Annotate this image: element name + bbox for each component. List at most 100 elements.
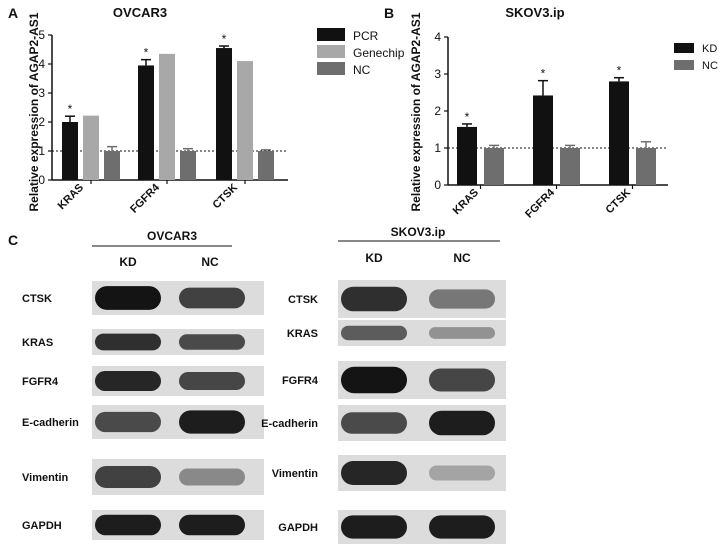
- blot-band: [95, 465, 161, 489]
- legend-swatch: [317, 62, 345, 75]
- significance-star: *: [144, 46, 149, 60]
- bar: [457, 126, 477, 185]
- bar: [62, 122, 78, 180]
- significance-star: *: [222, 32, 227, 46]
- legend-swatch: [317, 28, 345, 41]
- bar: [216, 48, 232, 180]
- bar: [636, 148, 656, 185]
- y-tick-label: 4: [434, 30, 441, 44]
- blot-band: [341, 366, 407, 394]
- blot-band: [341, 325, 407, 341]
- blot-band: [429, 465, 495, 481]
- blot-band: [179, 514, 245, 536]
- blot-row-label: E-cadherin: [261, 418, 318, 430]
- bar: [83, 115, 99, 180]
- blot-band: [179, 371, 245, 391]
- x-tick-label: KRAS: [56, 182, 87, 213]
- blot-row-label: KRAS: [22, 337, 53, 349]
- x-tick-label: CTSK: [210, 182, 240, 212]
- blot-band: [341, 286, 407, 312]
- blot-left-lane-kd: KD: [119, 255, 137, 269]
- blot-row-label: KRAS: [287, 328, 318, 340]
- blot-band: [179, 287, 245, 309]
- significance-star: *: [617, 64, 622, 78]
- blot-row-label: GAPDH: [22, 520, 62, 532]
- bar: [258, 151, 274, 180]
- bar: [609, 81, 629, 185]
- blot-row-label: GAPDH: [278, 522, 318, 534]
- legend-label: KD: [702, 43, 717, 55]
- y-tick-label: 2: [434, 104, 441, 118]
- legend-label: NC: [702, 60, 718, 72]
- x-tick-label: FGFR4: [523, 186, 558, 221]
- chart-a-bars: * * *: [62, 32, 274, 180]
- chart-b-bars: * * *: [457, 64, 656, 185]
- y-tick-label: 0: [38, 173, 45, 187]
- blot-band: [429, 289, 495, 309]
- significance-star: *: [541, 67, 546, 81]
- legend-swatch: [674, 60, 694, 70]
- bar: [180, 151, 196, 180]
- western-blot-skov3ip: SKOV3.ip KD NC CTSK KRAS FGFR4 E-cadherin Vi…: [261, 225, 506, 544]
- legend-swatch: [317, 45, 345, 58]
- blot-band: [429, 410, 495, 436]
- bar: [138, 65, 154, 180]
- panel-a-label: A: [8, 5, 18, 21]
- blot-band: [179, 468, 245, 486]
- chart-a: OVCAR3 Relative expression of AGAP2-AS1 …: [27, 5, 405, 216]
- blot-band: [95, 371, 161, 391]
- significance-star: *: [68, 102, 73, 116]
- chart-a-ylabel: Relative expression of AGAP2-AS1: [27, 12, 41, 211]
- blot-row-label: FGFR4: [282, 375, 319, 387]
- blot-band: [341, 515, 407, 539]
- bar: [159, 53, 175, 180]
- y-tick-label: 4: [38, 57, 45, 71]
- bar: [484, 148, 504, 185]
- bar: [560, 148, 580, 185]
- blot-row-label: Vimentin: [272, 468, 319, 480]
- blot-right-lane-kd: KD: [365, 251, 383, 265]
- blot-band: [95, 286, 161, 310]
- bar: [104, 151, 120, 180]
- blot-band: [341, 412, 407, 434]
- blot-band: [179, 410, 245, 434]
- blot-band: [341, 461, 407, 485]
- blot-row-label: CTSK: [288, 294, 318, 306]
- legend-label: NC: [353, 63, 371, 77]
- blot-band: [95, 411, 161, 433]
- y-tick-label: 2: [38, 115, 45, 129]
- blot-band: [429, 515, 495, 539]
- y-tick-label: 1: [38, 144, 45, 158]
- chart-b: SKOV3.ip Relative expression of AGAP2-AS…: [409, 5, 718, 221]
- x-tick-label: FGFR4: [128, 181, 163, 216]
- x-tick-label: KRAS: [451, 187, 482, 218]
- legend-label: PCR: [353, 29, 379, 43]
- western-blot-ovcar3: OVCAR3 KD NC CTSK KRAS FGFR4 E-cadherin Vime…: [22, 229, 264, 540]
- x-tick-label: CTSK: [603, 187, 633, 217]
- panel-c-label: C: [8, 232, 18, 248]
- y-tick-label: 0: [434, 178, 441, 192]
- chart-b-ylabel: Relative expression of AGAP2-AS1: [409, 12, 423, 211]
- blot-right-rows: CTSK KRAS FGFR4 E-cadherin Vimentin GAPDH: [261, 280, 506, 544]
- blot-band: [95, 333, 161, 351]
- bar: [533, 95, 553, 185]
- blot-left-rows: CTSK KRAS FGFR4 E-cadherin Vimentin GAPDH: [22, 281, 264, 540]
- blot-left-title: OVCAR3: [147, 229, 197, 243]
- blot-row-label: Vimentin: [22, 472, 69, 484]
- blot-right-title: SKOV3.ip: [391, 225, 446, 239]
- blot-left-lane-nc: NC: [201, 255, 219, 269]
- chart-b-title: SKOV3.ip: [505, 5, 564, 20]
- blot-row-label: FGFR4: [22, 376, 59, 388]
- y-tick-label: 3: [38, 86, 45, 100]
- blot-band: [95, 514, 161, 536]
- blot-band: [429, 327, 495, 339]
- blot-band: [429, 368, 495, 392]
- chart-b-legend: KD NC: [674, 43, 718, 72]
- legend-label: Genechip: [353, 46, 405, 60]
- legend-swatch: [674, 43, 694, 53]
- blot-row-label: CTSK: [22, 293, 52, 305]
- chart-a-legend: PCR Genechip NC: [317, 28, 405, 77]
- blot-row-label: E-cadherin: [22, 417, 79, 429]
- y-tick-label: 1: [434, 141, 441, 155]
